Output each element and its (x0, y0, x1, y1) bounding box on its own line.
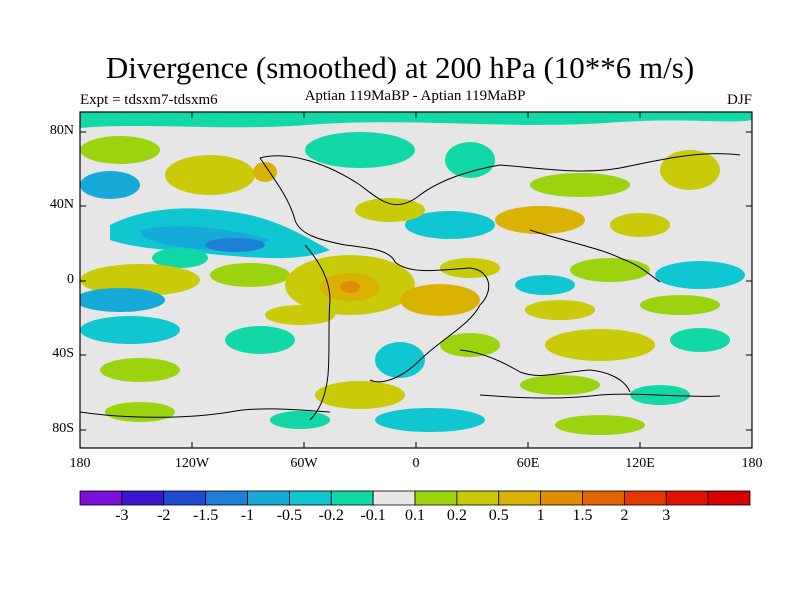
lon-label-120e: 120E (625, 456, 655, 471)
lon-label-60e: 60E (516, 456, 540, 471)
colorbar-swatch (582, 490, 625, 506)
lat-label-80n: 80N (49, 123, 74, 138)
colorbar (79, 490, 751, 506)
colorbar-swatch (665, 490, 709, 506)
colorbar-label: 1.5 (572, 507, 593, 524)
colorbar-swatch (288, 490, 332, 506)
coastlines (80, 153, 741, 421)
lat-label-40n: 40N (49, 197, 74, 212)
colorbar-label: 0.1 (405, 507, 425, 524)
lon-label-60w: 60W (290, 456, 318, 471)
colorbar-swatch (79, 490, 123, 506)
lat-label-40s: 40S (52, 346, 74, 361)
colorbar-swatch (121, 490, 165, 506)
lon-label-180w: 180 (69, 456, 91, 471)
colorbar-label: -2 (157, 507, 171, 524)
colorbar-swatch (247, 490, 290, 506)
colorbar-swatch (623, 490, 667, 506)
colorbar-swatch (414, 490, 458, 506)
colorbar-label: 0.5 (488, 507, 509, 524)
season-label: DJF (726, 92, 752, 108)
divergence-field (80, 112, 752, 435)
chart-title: Divergence (smoothed) at 200 hPa (10**6 … (105, 50, 695, 85)
experiment-label: Expt = tdsxm7-tdsxm6 (80, 92, 218, 108)
axis-ticks (80, 112, 752, 448)
colorbar-label: 1 (536, 507, 545, 524)
colorbar-label: -0.1 (360, 507, 386, 524)
colorbar-label: -1 (240, 507, 255, 524)
colorbar-swatch (163, 490, 207, 506)
lon-label-120w: 120W (174, 456, 210, 471)
lat-label-0: 0 (67, 272, 74, 287)
lon-label-180e: 180 (741, 456, 763, 471)
lon-label-0: 0 (412, 456, 420, 471)
colorbar-label: -3 (115, 507, 129, 524)
colorbar-swatch (498, 490, 542, 506)
subtitle: Aptian 119MaBP - Aptian 119MaBP (304, 88, 526, 104)
colorbar-label: -0.2 (318, 507, 344, 524)
lat-label-80s: 80S (52, 421, 74, 436)
colorbar-label: 3 (662, 507, 671, 524)
colorbar-swatch (205, 490, 248, 506)
colorbar-swatch (330, 490, 374, 506)
colorbar-label: 2 (620, 507, 629, 524)
colorbar-swatch (707, 490, 751, 506)
colorbar-swatch (456, 490, 500, 506)
colorbar-swatch (372, 490, 416, 506)
colorbar-label: -0.5 (276, 507, 303, 524)
colorbar-label: -1.5 (192, 507, 219, 524)
colorbar-label: 0.2 (446, 507, 467, 524)
colorbar-swatch (540, 490, 583, 506)
